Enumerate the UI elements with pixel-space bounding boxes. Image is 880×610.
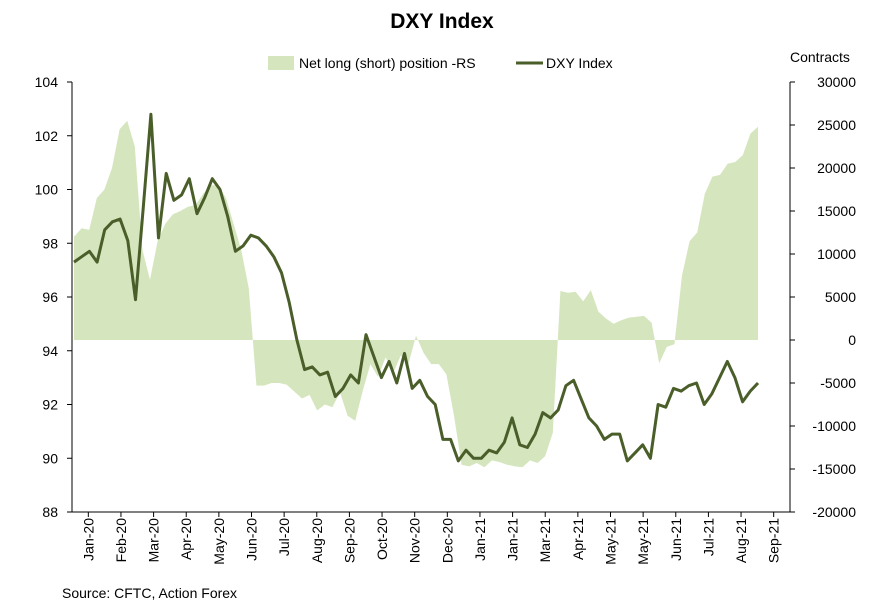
x-tick-label: Mar-20 bbox=[146, 518, 162, 563]
x-tick-label: Jan-20 bbox=[80, 518, 96, 561]
right-tick-label: 15000 bbox=[817, 203, 856, 219]
x-tick-label: Mar-21 bbox=[537, 518, 553, 563]
right-tick-label: -5000 bbox=[820, 375, 856, 391]
x-tick-label: Jun-20 bbox=[244, 518, 260, 561]
left-tick-label: 100 bbox=[35, 182, 59, 198]
right-tick-label: 30000 bbox=[817, 74, 856, 90]
left-tick-label: 96 bbox=[42, 289, 58, 305]
x-tick-label: May-21 bbox=[603, 518, 619, 565]
x-tick-label: Jun-21 bbox=[668, 518, 684, 561]
chart-title: DXY Index bbox=[390, 10, 494, 33]
left-tick-label: 92 bbox=[42, 397, 58, 413]
x-tick-label: Sep-21 bbox=[766, 518, 782, 563]
x-tick-label: Feb-20 bbox=[113, 518, 129, 563]
right-tick-label: -10000 bbox=[812, 418, 856, 434]
x-tick-label: Oct-20 bbox=[374, 518, 390, 560]
left-tick-label: 90 bbox=[42, 450, 58, 466]
line-series bbox=[73, 112, 760, 463]
x-tick-label: Sep-20 bbox=[341, 518, 357, 563]
source-note: Source: CFTC, Action Forex bbox=[62, 585, 237, 601]
right-tick-label: -20000 bbox=[812, 504, 856, 520]
dxy-line bbox=[73, 112, 760, 463]
x-tick-label: Jul-20 bbox=[276, 518, 292, 556]
x-tick-label: Nov-20 bbox=[407, 518, 423, 563]
right-tick-label: 25000 bbox=[817, 117, 856, 133]
right-tick-label: 0 bbox=[848, 332, 856, 348]
right-tick-label: 10000 bbox=[817, 246, 856, 262]
left-tick-label: 94 bbox=[42, 343, 58, 359]
x-tick-label: Jul-21 bbox=[700, 518, 716, 556]
legend-line-label: DXY Index bbox=[546, 55, 613, 71]
left-tick-label: 102 bbox=[35, 128, 59, 144]
x-tick-label: Jan-21 bbox=[472, 518, 488, 561]
area-series bbox=[74, 120, 758, 468]
legend: Net long (short) position -RS DXY Index bbox=[268, 55, 613, 71]
x-tick-label: Apr-20 bbox=[178, 518, 194, 560]
left-tick-label: 98 bbox=[42, 235, 58, 251]
right-tick-label: -15000 bbox=[812, 461, 856, 477]
x-tick-label: May-20 bbox=[211, 518, 227, 565]
x-tick-label: Dec-20 bbox=[439, 518, 455, 563]
x-tick-label: May-21 bbox=[635, 518, 651, 565]
legend-area-label: Net long (short) position -RS bbox=[299, 55, 476, 71]
right-tick-label: 5000 bbox=[825, 289, 856, 305]
x-tick-label: Aug-20 bbox=[309, 518, 325, 563]
x-axis: Jan-20 Feb-20 Mar-20 Apr-20 May-20 Jun-20 Jul-… bbox=[80, 512, 782, 565]
left-axis: 88 90 92 94 96 98 100 102 104 bbox=[35, 74, 72, 520]
left-tick-label: 104 bbox=[35, 74, 59, 90]
left-tick-label: 88 bbox=[42, 504, 58, 520]
legend-area-swatch bbox=[268, 56, 294, 70]
x-tick-label: Jan-21 bbox=[505, 518, 521, 561]
right-axis: -20000 -15000 -10000 -5000 0 5000 10000 15000 20… bbox=[790, 74, 856, 520]
area-path bbox=[74, 120, 758, 468]
x-tick-label: Apr-21 bbox=[570, 518, 586, 560]
right-tick-label: 20000 bbox=[817, 160, 856, 176]
x-tick-label: Aug-21 bbox=[733, 518, 749, 563]
right-axis-title: Contracts bbox=[790, 49, 850, 65]
